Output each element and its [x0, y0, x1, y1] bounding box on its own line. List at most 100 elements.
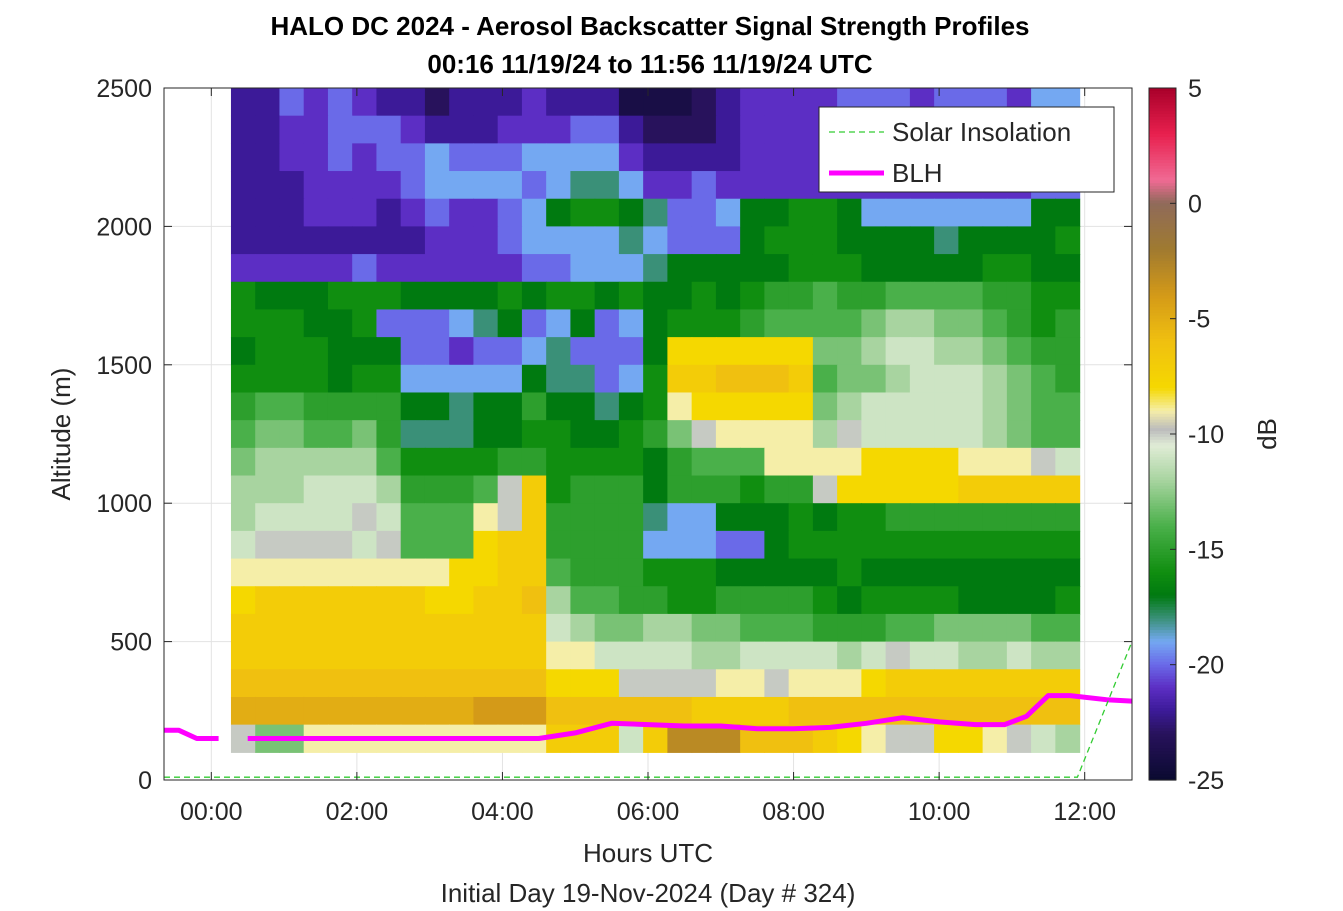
colorbar-step — [1149, 96, 1176, 101]
y-tick-label: 500 — [110, 629, 152, 657]
heatmap-cell — [861, 669, 887, 698]
heatmap-cell — [885, 447, 911, 477]
heatmap-cell — [230, 143, 256, 172]
heatmap-cell — [473, 364, 499, 394]
heatmap-cell — [424, 641, 450, 670]
heatmap-cell — [376, 613, 402, 643]
colorbar-step — [1149, 390, 1176, 395]
heatmap-cell — [255, 558, 281, 587]
colorbar-step — [1149, 589, 1176, 594]
heatmap-cell — [667, 613, 693, 643]
colorbar: 5 0 -5 -10 -15 -20 -25 dB — [1148, 75, 1282, 795]
colorbar-step — [1149, 108, 1176, 112]
chart-subtitle: 00:16 11/19/24 to 11:56 11/19/24 UTC — [427, 49, 872, 79]
heatmap-cell — [667, 226, 693, 255]
heatmap-cell — [958, 226, 984, 255]
heatmap-cell — [982, 724, 1008, 753]
heatmap-cell — [303, 586, 329, 615]
heatmap-cell — [643, 530, 668, 560]
heatmap-cell — [934, 586, 959, 615]
heatmap-cell — [497, 420, 523, 449]
heatmap-cell — [570, 613, 596, 643]
heatmap-cell — [352, 475, 378, 504]
colorbar-step — [1149, 422, 1176, 426]
heatmap-cell — [958, 530, 984, 560]
heatmap-cell — [1055, 558, 1081, 587]
heatmap-cell — [352, 171, 378, 200]
heatmap-cell — [764, 254, 790, 283]
heatmap-cell — [715, 88, 741, 117]
heatmap-cell — [934, 198, 959, 227]
heatmap-cell — [327, 641, 353, 670]
x-tick-label: 06:00 — [617, 798, 680, 826]
heatmap-cell — [691, 586, 717, 615]
heatmap-cell — [327, 88, 353, 117]
heatmap-cell — [837, 254, 862, 283]
colorbar-step — [1149, 419, 1176, 424]
colorbar-step — [1149, 480, 1176, 484]
heatmap-cell — [715, 171, 741, 200]
colorbar-step — [1149, 520, 1176, 524]
colorbar-step — [1149, 295, 1176, 300]
colorbar-step — [1149, 451, 1176, 455]
heatmap-cell — [812, 254, 838, 283]
heatmap-cell — [1031, 447, 1056, 477]
colorbar-tick-label: -5 — [1188, 306, 1210, 334]
heatmap-cell — [934, 724, 959, 753]
heatmap-cell — [376, 696, 402, 726]
heatmap-cell — [376, 143, 402, 172]
colorbar-step — [1149, 318, 1176, 323]
heatmap-cell — [1055, 364, 1081, 394]
heatmap-cell — [376, 226, 402, 255]
heatmap-cell — [303, 337, 329, 366]
heatmap-cell — [400, 115, 426, 144]
heatmap-cell — [400, 530, 426, 560]
colorbar-tick-label: -25 — [1188, 767, 1224, 795]
colorbar-step — [1149, 252, 1176, 256]
heatmap-cell — [594, 447, 620, 477]
heatmap-cell — [909, 198, 935, 227]
heatmap-cell — [861, 392, 887, 421]
heatmap-cell — [764, 337, 790, 366]
colorbar-step — [1149, 641, 1176, 646]
heatmap-cell — [909, 364, 935, 394]
heatmap-cell — [570, 198, 596, 227]
colorbar-step — [1149, 408, 1176, 412]
heatmap-cell — [764, 613, 790, 643]
heatmap-cell — [424, 669, 450, 698]
heatmap-cell — [521, 309, 547, 338]
heatmap-cell — [691, 613, 717, 643]
heatmap-cell — [958, 475, 984, 504]
heatmap-cell — [740, 392, 765, 421]
colorbar-step — [1149, 160, 1176, 164]
heatmap-cell — [521, 558, 547, 587]
colorbar-step — [1149, 604, 1176, 608]
heatmap-cell — [279, 198, 305, 227]
heatmap-cell — [1031, 226, 1056, 255]
heatmap-cell — [352, 309, 378, 338]
heatmap-cell — [691, 475, 717, 504]
heatmap-cell — [667, 143, 693, 172]
colorbar-step — [1149, 494, 1176, 499]
heatmap-cell — [982, 392, 1008, 421]
heatmap-cell — [255, 392, 281, 421]
heatmap-cell — [909, 226, 935, 255]
heatmap-cell — [982, 226, 1008, 255]
heatmap-cell — [885, 669, 911, 698]
heatmap-cell — [788, 420, 814, 449]
heatmap-cell — [667, 641, 693, 670]
heatmap-cell — [400, 88, 426, 117]
heatmap-cell — [837, 420, 862, 449]
heatmap-cell — [643, 447, 668, 477]
blh-line — [247, 693, 1133, 741]
heatmap-cell — [934, 254, 959, 283]
heatmap-cell — [230, 503, 256, 532]
colorbar-step — [1149, 511, 1176, 516]
colorbar-step — [1149, 137, 1176, 141]
heatmap-cell — [643, 420, 668, 449]
colorbar-step — [1149, 485, 1176, 490]
colorbar-step — [1149, 286, 1176, 291]
heatmap-cell — [594, 198, 620, 227]
heatmap-cell — [934, 364, 959, 394]
colorbar-step — [1149, 751, 1176, 755]
